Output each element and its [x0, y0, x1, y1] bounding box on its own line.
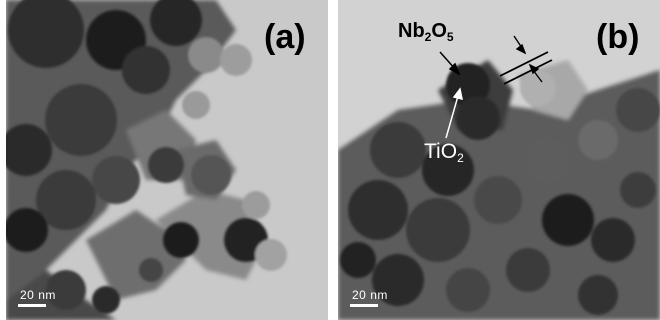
scale-bar-b — [350, 304, 378, 307]
scale-bar-label-b: 20 nm — [352, 288, 388, 302]
tem-micrograph-b — [338, 0, 660, 320]
lattice-spacing-arrows — [513, 35, 543, 83]
scale-bar-label-a: 20 nm — [20, 288, 56, 302]
arrow-tio2 — [445, 87, 463, 139]
arrow-nb2o5 — [439, 51, 461, 76]
tio2-label: TiO2 — [424, 140, 464, 165]
tem-micrograph-a — [6, 0, 328, 320]
scale-bar-a — [18, 304, 46, 307]
nb2o5-label: Nb2O5 — [398, 20, 454, 44]
panel-label-a: (a) — [264, 18, 306, 56]
tem-image-panel-a: (a) 20 nm — [6, 0, 328, 320]
tem-image-panel-b: (b) Nb2O5 TiO2 20 nm — [338, 0, 660, 320]
lattice-fringe-marker — [499, 51, 553, 85]
panel-label-b: (b) — [596, 18, 640, 56]
